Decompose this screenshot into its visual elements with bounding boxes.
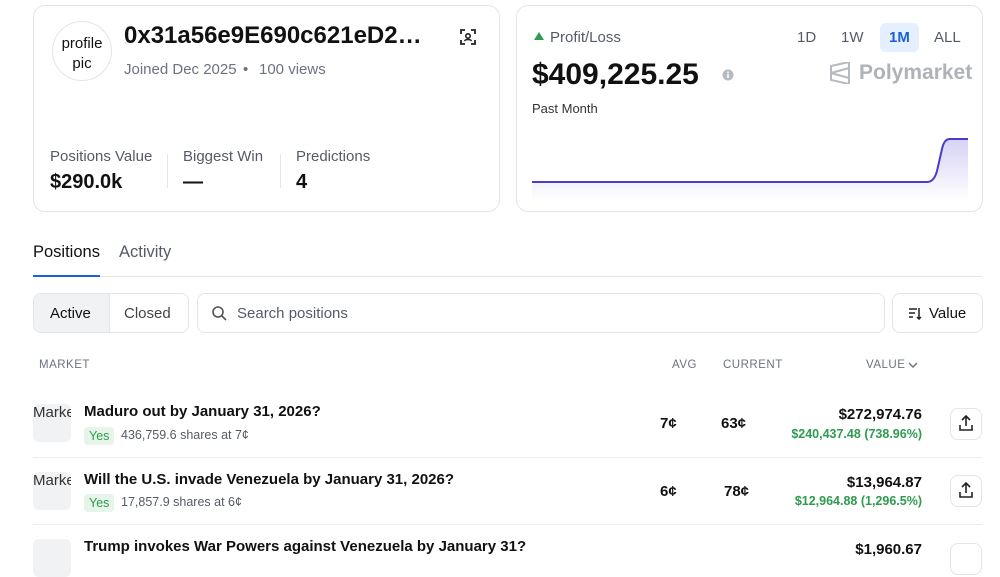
market-title[interactable]: Maduro out by January 31, 2026? <box>84 403 321 420</box>
pnl-label: Profit/Loss <box>550 29 621 46</box>
gain: $240,437.48 (738.96%) <box>791 427 922 441</box>
row-divider <box>33 524 982 525</box>
stat-value: $290.0k <box>50 171 123 193</box>
page: {"profile": {"avatar_alt": "profile pic"… <box>33 5 983 577</box>
search-icon <box>212 306 227 321</box>
stat-label: Positions Value <box>50 148 153 165</box>
value: $272,974.76 <box>838 406 922 423</box>
avatar: profile pic <box>52 21 112 81</box>
profile-card: profile pic 0x31a56e9E690c621eD2… Joined… <box>33 5 500 212</box>
scan-icon[interactable] <box>459 28 477 46</box>
sort-label: Value <box>929 305 967 322</box>
period: Past Month <box>532 101 598 116</box>
pnl-value: $409,225.25 <box>532 58 699 91</box>
tab-indicator <box>33 275 100 277</box>
share-button[interactable] <box>950 475 982 507</box>
value: $1,960.67 <box>855 541 922 558</box>
range-button[interactable]: 1M <box>880 23 919 52</box>
info-icon[interactable] <box>722 69 734 81</box>
column-header: CURRENT <box>723 359 783 371</box>
views: 100 views <box>259 61 326 78</box>
sort-button[interactable]: Value <box>892 293 983 333</box>
stat-value: 4 <box>296 171 308 193</box>
current: 78¢ <box>724 483 750 500</box>
range-button[interactable]: 1W <box>841 29 864 46</box>
column-header: MARKET <box>39 359 90 371</box>
filter-button[interactable]: Closed <box>124 305 171 322</box>
search-placeholder: Search positions <box>237 305 348 322</box>
market-image <box>33 539 71 577</box>
stat-label: Predictions <box>296 148 371 165</box>
sort-caret <box>908 362 918 368</box>
market-title[interactable]: Trump invokes War Powers against Venezue… <box>84 538 527 555</box>
joined: Joined Dec 2025 <box>124 61 237 78</box>
gain: $12,964.88 (1,296.5%) <box>794 494 922 508</box>
search-box[interactable]: Search positions <box>197 293 885 333</box>
range-button[interactable]: ALL <box>934 29 961 46</box>
filter-group: Active Closed <box>33 293 189 333</box>
profile-name: 0x31a56e9E690c621eD2… <box>124 22 422 49</box>
sparkline <box>532 138 968 201</box>
value: $13,964.87 <box>846 474 922 491</box>
dot: • <box>243 61 249 78</box>
tab[interactable]: Positions <box>33 243 100 261</box>
row-divider <box>33 457 982 458</box>
column-header: AVG <box>672 359 697 371</box>
up-icon <box>534 32 544 40</box>
market-image: Market <box>33 472 71 510</box>
market-image: Market <box>33 404 71 442</box>
tab[interactable]: Activity <box>119 243 172 261</box>
column-header[interactable]: VALUE <box>866 359 906 371</box>
range-button[interactable]: 1D <box>797 29 817 46</box>
stat-label: Biggest Win <box>183 148 264 165</box>
pnl-card: Profit/Loss 1D 1W 1M ALL $409,225.25 Pol… <box>516 5 983 212</box>
brand-name: Polymarket <box>859 61 973 84</box>
shares: 436,759.6 shares at 7¢ <box>121 428 249 442</box>
divider <box>167 154 168 188</box>
tab-rule <box>33 276 982 277</box>
outcome-badge: Yes <box>84 427 115 445</box>
stat-value: — <box>183 171 203 193</box>
avg: 6¢ <box>660 483 677 500</box>
sort-icon <box>909 308 922 320</box>
share-button[interactable] <box>950 543 982 575</box>
share-button[interactable] <box>950 408 982 440</box>
brand-logo <box>830 62 850 84</box>
current: 63¢ <box>721 415 747 432</box>
market-title[interactable]: Will the U.S. invade Venezuela by Januar… <box>84 471 455 488</box>
filter-button[interactable]: Active <box>50 305 91 322</box>
avg: 7¢ <box>660 415 677 432</box>
divider <box>280 154 281 188</box>
outcome-badge: Yes <box>84 494 115 512</box>
shares: 17,857.9 shares at 6¢ <box>121 495 242 509</box>
